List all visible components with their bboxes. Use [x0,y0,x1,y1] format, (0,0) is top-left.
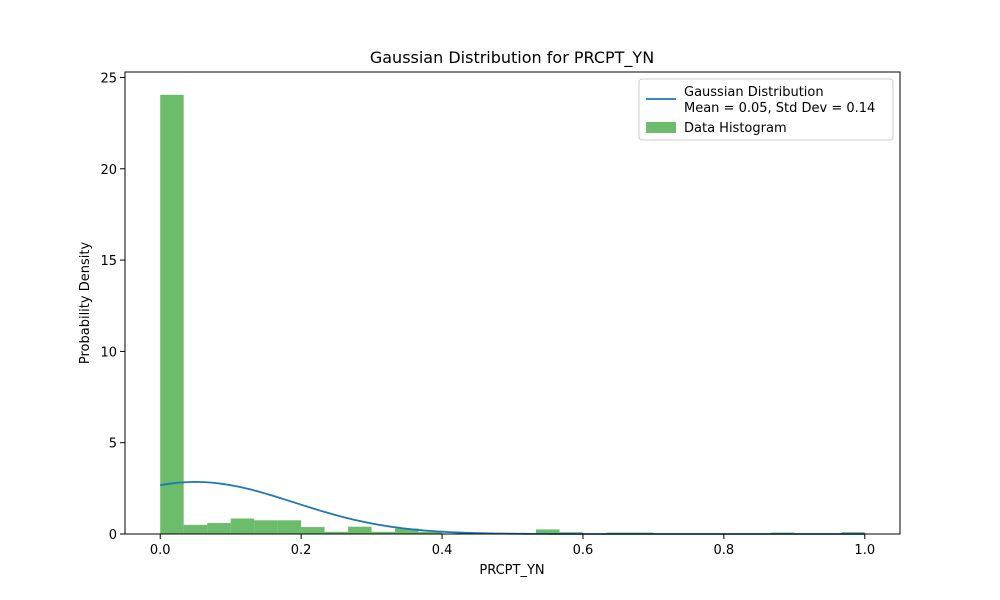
x-tick-label: 0.0 [150,543,171,558]
x-axis-ticks: 0.0 0.2 0.4 0.6 0.8 1.0 [150,534,875,558]
x-tick-label: 0.4 [432,543,453,558]
legend: Gaussian Distribution Mean = 0.05, Std D… [638,78,894,141]
x-tick-label: 0.8 [714,543,735,558]
histogram-bar [277,520,302,534]
y-axis-label: Probability Density [78,242,93,365]
histogram-bar [395,528,419,534]
histogram-bar [301,527,325,534]
y-axis-ticks: 0 5 10 15 20 25 [100,71,125,543]
histogram-bar [160,94,184,535]
legend-gaussian-label-line2: Mean = 0.05, Std Dev = 0.14 [684,101,875,116]
histogram-bar [230,518,255,534]
y-tick-label: 15 [100,254,117,269]
x-axis-label: PRCPT_YN [479,563,544,578]
histogram-bar [371,531,396,534]
x-tick-label: 0.2 [291,543,312,558]
legend-histogram-swatch [646,122,676,133]
chart-title: Gaussian Distribution for PRCPT_YN [370,48,654,68]
plot-frame [124,71,901,535]
legend-gaussian-label-line1: Gaussian Distribution [684,85,824,100]
histogram-bar [254,520,278,534]
y-tick-label: 25 [100,71,117,86]
legend-box [638,78,894,141]
histogram-bars [160,94,865,535]
histogram-bar [183,524,208,534]
x-tick-label: 0.6 [573,543,594,558]
histogram-bar [535,529,560,534]
y-tick-label: 20 [100,163,117,178]
y-tick-label: 10 [100,345,117,360]
y-tick-label: 0 [109,528,117,543]
histogram-bar [324,531,349,534]
histogram-bar [841,532,865,534]
x-tick-label: 1.0 [854,543,875,558]
histogram-bar [348,526,372,534]
y-tick-label: 5 [109,437,117,452]
legend-histogram-label: Data Histogram [684,121,787,136]
histogram-bar [418,531,443,534]
histogram-bar [207,523,231,534]
